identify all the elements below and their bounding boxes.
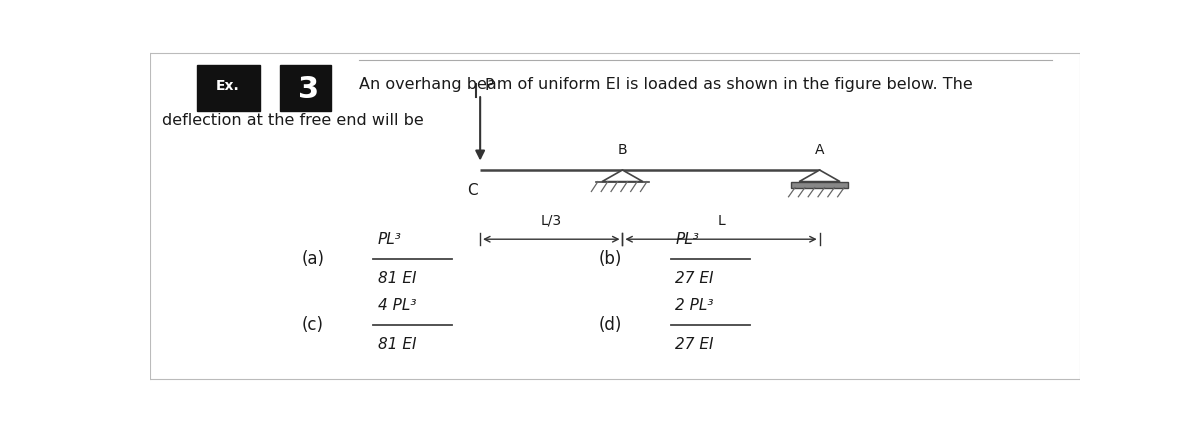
Text: 81 EI: 81 EI [378,337,416,352]
FancyBboxPatch shape [281,65,331,111]
Text: An overhang beam of uniform EI is loaded as shown in the figure below. The: An overhang beam of uniform EI is loaded… [359,77,973,92]
Text: PL³: PL³ [676,232,700,247]
Text: P: P [485,77,494,92]
Text: 27 EI: 27 EI [676,337,714,352]
Text: C: C [467,182,478,198]
Text: B: B [618,143,628,157]
Polygon shape [602,170,643,181]
Text: Ex.: Ex. [216,79,240,93]
Text: (b): (b) [599,250,622,268]
Text: L/3: L/3 [541,214,562,228]
FancyBboxPatch shape [197,65,259,111]
Text: A: A [815,143,824,157]
Text: PL³: PL³ [378,232,402,247]
Text: 3: 3 [298,75,319,104]
Text: deflection at the free end will be: deflection at the free end will be [162,113,424,128]
Text: (d): (d) [599,316,622,334]
Text: 2 PL³: 2 PL³ [676,298,714,313]
Text: 27 EI: 27 EI [676,271,714,286]
Bar [791,181,848,187]
Polygon shape [799,170,840,181]
Text: 4 PL³: 4 PL³ [378,298,416,313]
Text: (c): (c) [301,316,324,334]
Text: 81 EI: 81 EI [378,271,416,286]
Text: L: L [718,214,725,228]
Text: (a): (a) [301,250,324,268]
